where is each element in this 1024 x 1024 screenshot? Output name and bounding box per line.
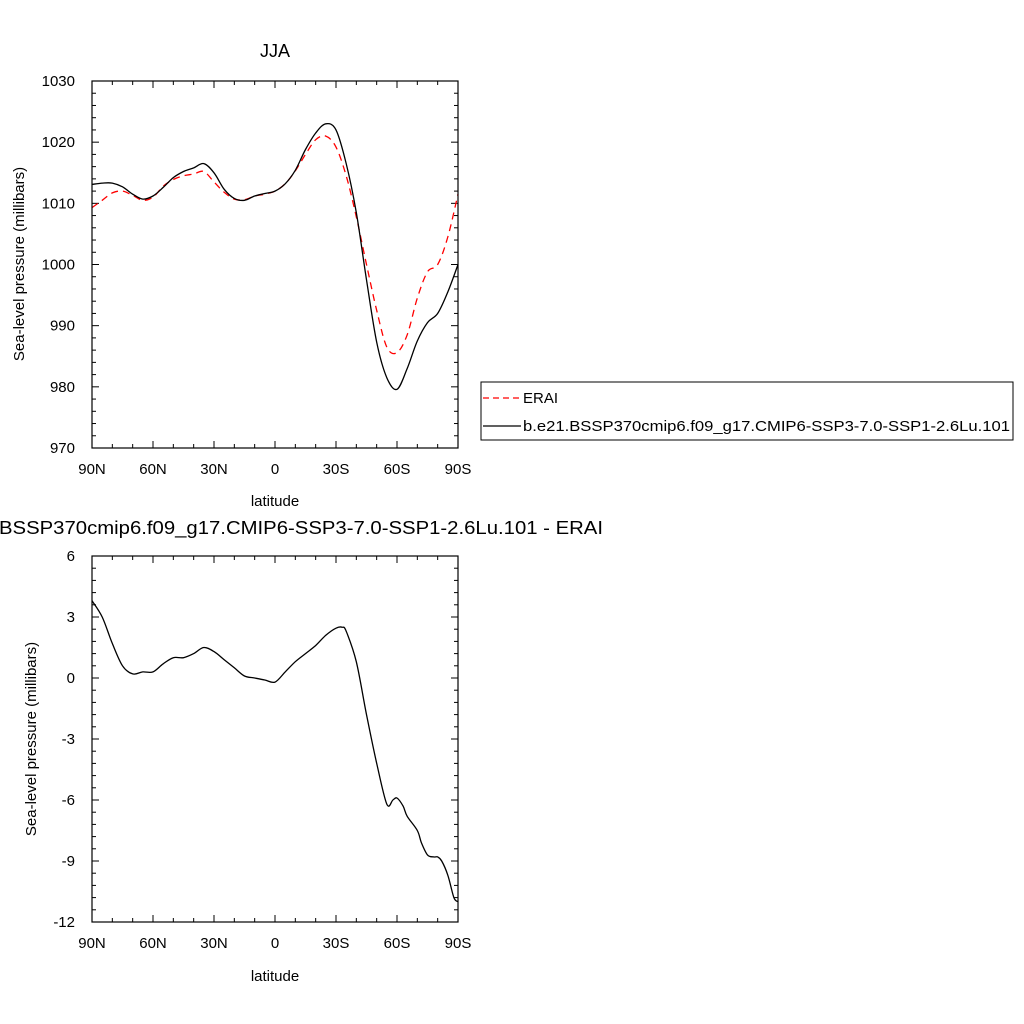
bottom-series-layer — [91, 600, 459, 903]
bottom-y-tick-label: -9 — [62, 853, 75, 870]
top-y-axis-label: Sea-level pressure (millibars) — [11, 167, 28, 361]
top-y-tick-label: 990 — [50, 318, 75, 335]
top-y-tick-label: 1020 — [42, 134, 75, 151]
bottom-y-tick-label: 6 — [67, 548, 75, 565]
bottom-y-tick-label: -6 — [62, 792, 75, 809]
top-plot-frame — [91, 80, 459, 449]
top-series-line-1 — [91, 122, 459, 391]
bottom-y-tick-label: -3 — [62, 731, 75, 748]
bottom-panel: BSSP370cmip6.f09_g17.CMIP6-SSP3-7.0-SSP1… — [0, 518, 603, 985]
top-x-tick-label: 0 — [271, 461, 279, 478]
legend-box — [480, 381, 1014, 441]
bottom-x-tick-label: 90S — [445, 935, 472, 952]
bottom-x-tick-label: 90N — [78, 935, 106, 952]
top-x-tick-label: 30N — [200, 461, 228, 478]
top-tick-layer: 90N 60N 30N 0 30S 60S 90S 970 980 990 1000 1010 1020… — [42, 73, 472, 478]
top-y-tick-label: 980 — [50, 379, 75, 396]
bottom-y-tick-label: 0 — [67, 670, 75, 687]
bottom-x-tick-label: 30N — [200, 935, 228, 952]
top-series-layer — [91, 122, 459, 391]
bottom-chart-title: BSSP370cmip6.f09_g17.CMIP6-SSP3-7.0-SSP1… — [0, 518, 603, 539]
bottom-plot-frame — [91, 555, 459, 923]
legend-label-erai: ERAI — [523, 390, 558, 407]
bottom-x-tick-label: 0 — [271, 935, 279, 952]
bottom-x-tick-label: 60S — [384, 935, 411, 952]
bottom-y-axis-label: Sea-level pressure (millibars) — [23, 642, 40, 836]
top-x-tick-label: 90S — [445, 461, 472, 478]
bottom-y-tick-label: 3 — [67, 609, 75, 626]
bottom-x-tick-label: 30S — [323, 935, 350, 952]
bottom-y-tick-label: -12 — [53, 914, 75, 931]
bottom-series-line-0 — [91, 600, 459, 903]
top-x-tick-label: 30S — [323, 461, 350, 478]
top-series-line-0 — [91, 135, 459, 355]
top-y-tick-label: 1030 — [42, 73, 75, 90]
top-x-tick-label: 60N — [139, 461, 167, 478]
top-y-tick-label: 1000 — [42, 257, 75, 274]
top-x-tick-label: 90N — [78, 461, 106, 478]
top-x-tick-label: 60S — [384, 461, 411, 478]
bottom-x-axis-label: latitude — [251, 968, 299, 985]
legend-label-model: b.e21.BSSP370cmip6.f09_g17.CMIP6-SSP3-7.… — [523, 418, 1010, 435]
bottom-x-tick-label: 60N — [139, 935, 167, 952]
top-y-tick-label: 970 — [50, 440, 75, 457]
legend: ERAI b.e21.BSSP370cmip6.f09_g17.CMIP6-SS… — [480, 381, 1014, 441]
top-y-tick-label: 1010 — [42, 195, 75, 212]
top-panel: JJA Sea-level pressure (millibars) latit… — [11, 41, 471, 510]
top-x-axis-label: latitude — [251, 493, 299, 510]
bottom-tick-layer: 90N 60N 30N 0 30S 60S 90S -12 -9 -6 -3 0 3 6 — [53, 548, 471, 952]
top-chart-title: JJA — [260, 41, 290, 61]
